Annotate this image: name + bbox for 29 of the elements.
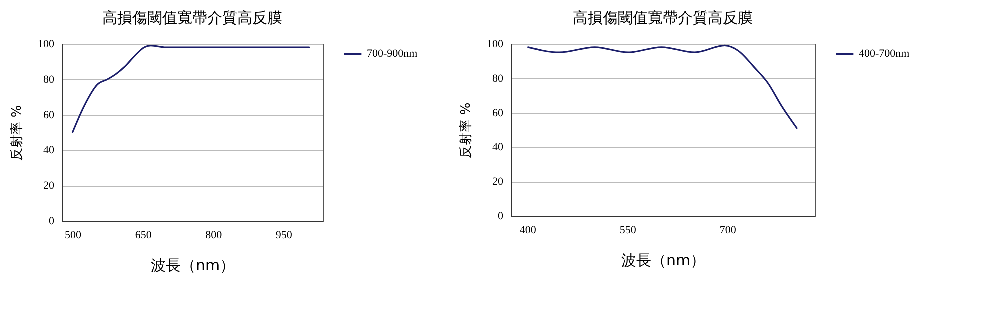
x-tick-label: 800 (206, 230, 223, 242)
chart-title: 高損傷閾值寬帶介質高反膜 (573, 9, 753, 27)
y-axis-title: 反射率 % (458, 102, 474, 158)
y-tick-label: 40 (44, 144, 55, 157)
y-tick-label: 20 (44, 180, 55, 192)
x-tick-label: 700 (720, 224, 737, 236)
x-tick-label: 650 (135, 230, 152, 242)
y-tick-label: 20 (492, 176, 504, 188)
chart-title: 高損傷閾值寬帶介質高反膜 (102, 9, 282, 27)
y-tick-label: 60 (492, 107, 504, 120)
line-series (72, 44, 310, 134)
y-tick-label: 0 (498, 210, 504, 222)
legend-label: 700-900nm (367, 48, 418, 60)
y-tick-label: 40 (492, 142, 504, 154)
x-tick-label: 400 (520, 224, 537, 236)
line-series (528, 44, 798, 130)
x-tick-label: 550 (620, 224, 637, 236)
y-tick-label: 80 (44, 74, 55, 86)
x-axis-title: 波長（nm） (150, 256, 236, 274)
y-tick-label: 100 (38, 38, 55, 50)
x-axis-title: 波長（nm） (621, 252, 706, 270)
y-tick-label: 80 (492, 72, 504, 85)
y-tick-label: 100 (487, 38, 504, 50)
y-axis-title: 反射率 % (9, 105, 25, 161)
x-tick-label: 500 (65, 230, 82, 242)
legend-label: 400-700nm (859, 48, 910, 60)
y-tick-label: 60 (44, 109, 55, 122)
y-tick-label: 0 (49, 216, 55, 228)
x-tick-label: 950 (276, 230, 293, 242)
